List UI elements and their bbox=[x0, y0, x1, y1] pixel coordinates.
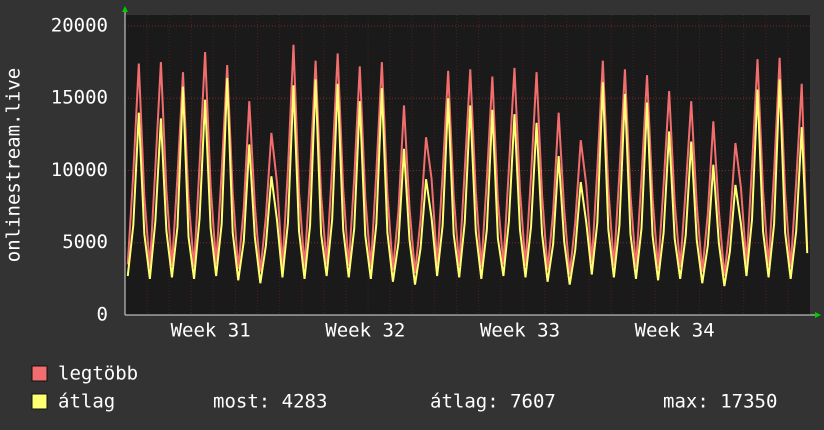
legend-stat: most: 4283 bbox=[213, 391, 327, 413]
x-tick-label: Week 34 bbox=[635, 320, 715, 342]
lines bbox=[126, 44, 809, 287]
axis-arrow bbox=[122, 6, 128, 12]
x-tick-label: Week 32 bbox=[325, 320, 405, 342]
legend-stat: max: 17350 bbox=[663, 391, 777, 413]
series-line bbox=[126, 44, 809, 277]
axis-arrow bbox=[815, 312, 821, 318]
legend-swatch bbox=[31, 393, 48, 410]
x-tick-label: Week 31 bbox=[171, 320, 251, 342]
y-tick-label: 0 bbox=[97, 304, 108, 326]
legend-swatch bbox=[31, 365, 48, 382]
x-tick-label: Week 33 bbox=[480, 320, 560, 342]
legend-stat: átlag: 7607 bbox=[430, 391, 556, 413]
series-line bbox=[126, 77, 809, 287]
legend-label: legtöbb bbox=[58, 363, 138, 385]
legend-label: átlag bbox=[58, 391, 115, 413]
y-tick-label: 10000 bbox=[51, 159, 108, 181]
y-tick-label: 20000 bbox=[51, 14, 108, 36]
y-tick-label: 15000 bbox=[51, 87, 108, 109]
y-tick-label: 5000 bbox=[62, 231, 108, 253]
y-axis-label: onlinestream.live bbox=[3, 68, 25, 262]
